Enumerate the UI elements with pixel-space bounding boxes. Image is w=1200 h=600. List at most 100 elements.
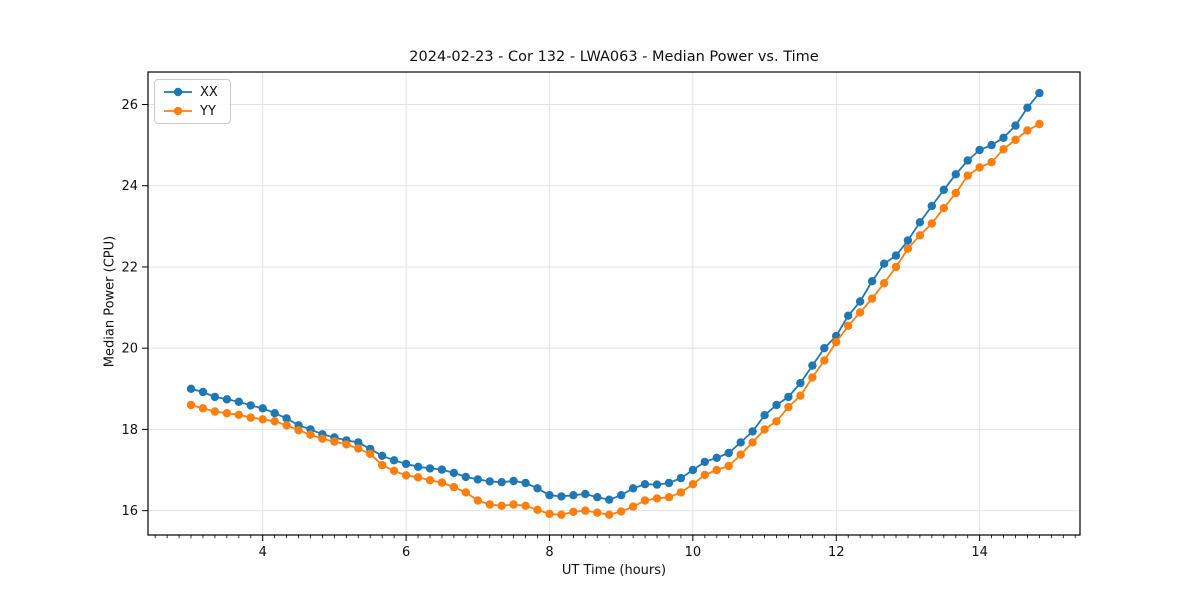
series-YY-marker	[760, 425, 769, 434]
series-XX-marker	[461, 472, 470, 482]
series-YY-marker	[485, 500, 494, 509]
series-YY-marker	[975, 163, 984, 172]
x-axis-label: UT Time (hours)	[561, 563, 667, 578]
series-YY-marker	[378, 460, 387, 470]
series-XX-marker	[724, 448, 733, 458]
series-YY-marker	[533, 505, 542, 514]
series-XX-marker	[808, 361, 817, 370]
series-XX-marker	[605, 495, 614, 504]
series-XX-marker	[210, 392, 220, 402]
series-YY-marker	[855, 308, 865, 317]
series-YY-marker	[425, 476, 435, 485]
series-XX-marker	[712, 453, 721, 462]
series-YY-marker	[342, 440, 351, 449]
series-YY-marker	[676, 488, 686, 497]
series-XX-marker	[796, 378, 805, 388]
series-XX-marker	[1023, 103, 1032, 112]
legend-line-marker-xx	[164, 87, 192, 97]
x-tick-label-14: 14	[971, 545, 988, 560]
series-XX-marker	[270, 409, 279, 418]
x-tick-label-6: 6	[402, 545, 410, 560]
series-YY-marker	[521, 501, 530, 510]
series-XX-marker	[736, 438, 745, 447]
series-XX-marker	[389, 456, 399, 465]
series-YY-marker	[963, 171, 972, 180]
y-tick-label-16: 16	[121, 504, 138, 519]
legend-label-xx: XX	[200, 84, 218, 100]
series-YY-marker	[198, 404, 208, 413]
series-YY-marker	[282, 421, 291, 430]
series-XX-marker	[772, 400, 781, 410]
series-XX-marker	[509, 476, 518, 486]
series-XX-marker	[867, 277, 877, 286]
series-YY-marker	[915, 231, 925, 240]
series-YY-marker	[366, 449, 375, 458]
series-YY-marker	[628, 502, 638, 511]
series-XX-marker	[688, 465, 698, 475]
x-tick-label-4: 4	[259, 545, 267, 560]
series-YY-marker	[557, 510, 566, 519]
series-YY-marker	[593, 508, 602, 517]
series-YY-marker	[927, 219, 936, 228]
series-XX-marker	[676, 473, 686, 483]
series-XX-marker	[999, 133, 1008, 142]
series-XX-marker	[617, 491, 626, 500]
series-YY-marker	[401, 471, 411, 480]
series-XX-marker	[354, 438, 363, 447]
series-XX-marker	[652, 480, 662, 489]
series-XX-marker	[437, 465, 447, 474]
series-XX-marker	[425, 464, 435, 473]
series-YY-marker	[354, 444, 363, 453]
series-YY-marker	[222, 409, 232, 418]
series-YY-marker	[640, 496, 650, 505]
series-YY-marker	[186, 400, 196, 410]
legend-entry-yy: YY	[163, 104, 218, 118]
series-YY-marker	[951, 188, 960, 198]
series-YY-marker	[808, 373, 817, 382]
series-XX-marker	[378, 451, 387, 460]
series-XX-marker	[855, 297, 865, 306]
series-YY-marker	[318, 434, 327, 443]
series-YY-marker	[891, 262, 901, 272]
series-XX-marker	[234, 397, 243, 406]
series-XX-marker	[640, 480, 650, 489]
series-XX-marker	[186, 384, 196, 393]
series-XX-marker	[987, 140, 996, 150]
series-XX-marker	[593, 493, 602, 502]
series-YY-marker	[939, 203, 948, 213]
series-XX-marker	[497, 478, 506, 487]
series-YY-marker	[688, 480, 698, 489]
series-XX-marker	[485, 477, 494, 486]
series-YY-marker	[652, 494, 662, 503]
series-YY-marker	[1023, 126, 1032, 135]
series-XX-marker	[628, 484, 638, 493]
series-XX-marker	[951, 170, 960, 179]
series-XX-marker	[282, 414, 291, 423]
series-YY-marker	[1035, 119, 1044, 129]
series-XX-marker	[198, 387, 208, 397]
series-XX-marker	[903, 236, 913, 245]
axes-frame	[147, 71, 1081, 536]
series-YY-marker	[903, 244, 913, 253]
series-YY-marker	[389, 466, 399, 475]
series-XX-marker	[784, 392, 793, 402]
series-XX-marker	[473, 475, 482, 484]
series-YY-marker	[234, 410, 243, 419]
series-XX-marker	[246, 401, 255, 410]
series-XX-marker	[975, 145, 984, 155]
series-YY-marker	[294, 426, 303, 435]
series-XX-marker	[1011, 121, 1020, 130]
series-YY-marker	[879, 279, 889, 288]
y-tick-label-26: 26	[121, 98, 138, 113]
series-YY-marker	[772, 417, 781, 426]
series-XX-marker	[939, 185, 948, 194]
series-YY-marker	[449, 482, 459, 492]
y-axis-label: Median Power (CPU)	[102, 235, 118, 368]
series-XX-marker	[521, 478, 530, 488]
series-YY-marker	[832, 337, 841, 347]
series-YY-marker	[509, 500, 518, 509]
series-YY-marker	[617, 507, 626, 516]
x-tick-label-8: 8	[545, 545, 553, 560]
